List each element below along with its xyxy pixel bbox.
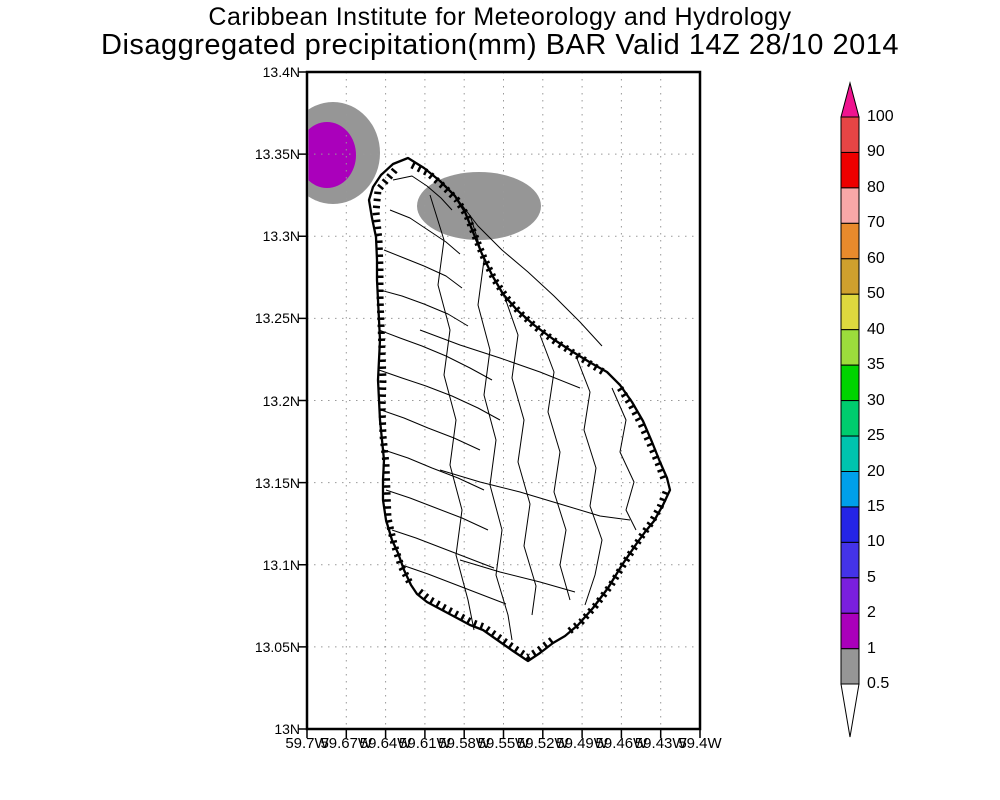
colorbar-boundary-label: 5 bbox=[867, 568, 876, 586]
lon-tick-label: 59.58W bbox=[438, 735, 491, 752]
colorbar-boundary-label: 15 bbox=[867, 497, 885, 515]
colorbar-boundary-label: 90 bbox=[867, 143, 885, 161]
colorbar-boundary-label: 60 bbox=[867, 249, 885, 267]
colorbar-boundary-label: 70 bbox=[867, 214, 885, 232]
barbados-island bbox=[367, 156, 672, 663]
lon-tick-label: 59.55W bbox=[477, 735, 530, 752]
colorbar-boundary-label: 20 bbox=[867, 462, 885, 480]
lon-tick-label: 59.64W bbox=[359, 735, 412, 752]
lat-tick-label: 13.1N bbox=[262, 556, 300, 573]
lon-tick-label: 59.61W bbox=[399, 735, 451, 752]
coastal-serration bbox=[372, 161, 670, 661]
lat-tick-label: 13.05N bbox=[254, 638, 300, 655]
colorbar-boundary-label: 30 bbox=[867, 391, 885, 409]
colorbar-boundary-label: 0.5 bbox=[867, 675, 890, 693]
colorbar-boundary-label: 80 bbox=[867, 178, 885, 196]
lon-tick-label: 59.4W bbox=[678, 735, 722, 752]
colorbar-arrow-top bbox=[840, 81, 860, 118]
precip-cell-nw-core bbox=[308, 122, 356, 188]
lon-tick-label: 59.52W bbox=[516, 735, 569, 752]
lat-tick-label: 13.25N bbox=[254, 310, 300, 327]
lon-tick-label: 59.7W bbox=[285, 735, 329, 752]
colorbar-segments bbox=[840, 116, 860, 685]
figure-subtitle: Disaggregated precipitation(mm) BAR Vali… bbox=[101, 29, 899, 61]
lat-tick-label: 13.35N bbox=[254, 146, 300, 163]
lon-tick-label: 59.49W bbox=[556, 735, 608, 752]
colorbar-boundary-label: 35 bbox=[867, 356, 885, 374]
lat-tick-label: 13.15N bbox=[254, 474, 300, 491]
colorbar-boundary-label: 50 bbox=[867, 285, 885, 303]
lon-tick-label: 59.43W bbox=[634, 735, 687, 752]
colorbar-boundary-label: 25 bbox=[867, 427, 885, 445]
lon-tick-label: 59.46W bbox=[595, 735, 648, 752]
colorbar-boundary-label: 100 bbox=[867, 108, 894, 125]
figure-title: Caribbean Institute for Meteorology and … bbox=[208, 3, 792, 31]
lat-tick-label: 13.4N bbox=[262, 64, 300, 80]
colorbar-boundary-label: 2 bbox=[867, 604, 876, 622]
colorbar-boundary-label: 1 bbox=[867, 639, 876, 657]
colorbar-arrow-bottom bbox=[840, 683, 860, 738]
colorbar-boundary-label: 10 bbox=[867, 533, 885, 551]
axis-ticks bbox=[298, 71, 701, 738]
colorbar-boundary-label: 40 bbox=[867, 320, 885, 338]
lat-tick-label: 13.3N bbox=[262, 228, 300, 245]
lon-tick-label: 59.67W bbox=[320, 735, 373, 752]
title-block: Caribbean Institute for Meteorology and … bbox=[0, 4, 1000, 60]
lat-tick-label: 13.2N bbox=[262, 392, 300, 409]
lat-tick-label: 13N bbox=[274, 721, 300, 737]
watershed-boundaries bbox=[378, 175, 637, 641]
